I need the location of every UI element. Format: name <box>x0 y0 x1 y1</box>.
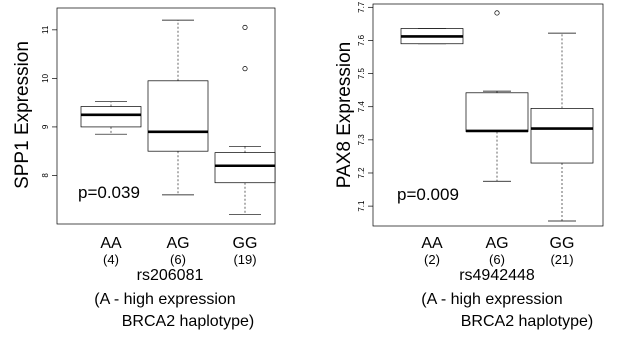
category-label: AG <box>166 235 189 252</box>
pax8-boxplot: PAX8 Expression 7.1 7.2 7.3 7.4 7.5 7.6 7.7 p=… <box>334 1 604 330</box>
sample-count: (6) <box>170 252 186 267</box>
spp1-boxplot: SPP1 Expression 8 9 10 11 p=0.039 AA(4) AG(6… <box>12 7 276 330</box>
category-label: AA <box>421 235 443 252</box>
box-aa <box>400 28 464 45</box>
snp-note-line-2: BRCA2 haplotype) <box>122 313 255 330</box>
plot-frame <box>372 3 604 227</box>
category-label: AG <box>485 235 508 252</box>
iqr-box <box>465 92 529 132</box>
y-tick-label: 8 <box>41 173 50 178</box>
y-axis-label: PAX8 Expression <box>334 42 355 188</box>
p-value-label: p=0.039 <box>78 183 140 202</box>
snp-note-line-1: (A - high expression <box>94 291 235 308</box>
y-ticks: 8 9 10 11 <box>41 25 57 178</box>
sample-count: (4) <box>103 252 119 267</box>
iqr-box <box>80 106 142 128</box>
iqr-box <box>530 108 594 164</box>
snp-label: rs206081 <box>137 267 204 284</box>
y-tick-label: 7.4 <box>357 101 366 113</box>
boxes <box>400 10 594 222</box>
p-value-label: p=0.009 <box>397 185 459 204</box>
sample-count: (21) <box>550 252 573 267</box>
y-tick-label: 7.7 <box>357 1 366 13</box>
snp-note-line-2: BRCA2 haplotype) <box>461 313 594 330</box>
plot-frame <box>56 7 276 225</box>
snp-note-line-1: (A - high expression <box>421 291 562 308</box>
y-tick-label: 10 <box>41 73 50 82</box>
boxes <box>80 19 276 215</box>
y-tick-label: 7.3 <box>357 134 366 146</box>
y-tick-label: 7.6 <box>357 34 366 46</box>
y-tick-label: 7.2 <box>357 167 366 179</box>
category-labels: AA(4) AG(6) GG(19) <box>100 235 257 267</box>
box-ag <box>147 19 209 196</box>
y-tick-label: 7.5 <box>357 67 366 79</box>
y-ticks: 7.1 7.2 7.3 7.4 7.5 7.6 7.7 <box>357 1 373 212</box>
category-label: GG <box>550 235 575 252</box>
sample-count: (19) <box>233 252 256 267</box>
y-tick-label: 7.1 <box>357 200 366 212</box>
category-label: GG <box>233 235 258 252</box>
snp-label: rs4942448 <box>459 267 535 284</box>
box-ag <box>465 10 529 182</box>
iqr-box <box>147 80 209 152</box>
outlier-point <box>242 24 248 30</box>
sample-count: (2) <box>424 252 440 267</box>
y-tick-label: 11 <box>41 25 50 34</box>
sample-count: (6) <box>489 252 505 267</box>
y-axis-label: SPP1 Expression <box>12 41 33 189</box>
box-gg <box>214 24 276 215</box>
outlier-point <box>494 10 500 16</box>
box-aa <box>80 101 142 135</box>
box-gg <box>530 32 594 222</box>
category-label: AA <box>100 235 122 252</box>
outlier-point <box>242 66 248 72</box>
category-labels: AA(2) AG(6) GG(21) <box>421 235 574 267</box>
y-tick-label: 9 <box>41 124 50 129</box>
iqr-box <box>214 152 276 184</box>
